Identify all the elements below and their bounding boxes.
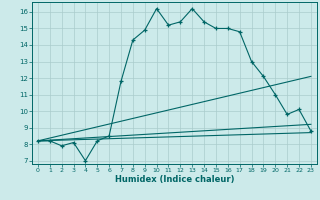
X-axis label: Humidex (Indice chaleur): Humidex (Indice chaleur) <box>115 175 234 184</box>
